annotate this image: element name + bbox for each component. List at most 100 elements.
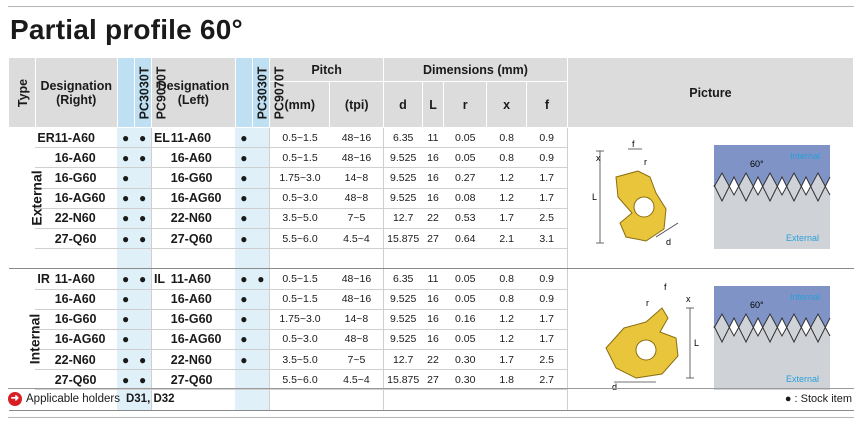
stock-dot: ● (235, 208, 253, 229)
designation-left: 11-A60 (170, 127, 236, 149)
angle-label-int: 60° (750, 300, 764, 310)
stock-dot (252, 188, 270, 209)
cell-tpi: 48~8 (329, 188, 384, 209)
stock-dot: ● (235, 167, 253, 189)
cell-d: 6.35 (383, 127, 423, 149)
stock-dot: ● (117, 208, 135, 229)
stock-dot (252, 228, 270, 250)
pitch-header: Pitch (269, 57, 385, 82)
table-row: 22-N60 ● ● 22-N60 ● 3.5~5.0 7~5 12.7 22 0.30 1.7 2.… (9, 349, 854, 371)
stock-dot (252, 208, 270, 229)
page-title: Partial profile 60° (10, 14, 243, 45)
designation-right: 22-N60 (54, 208, 118, 229)
spec-table: Type Designation (Right) PC3030T PC9070T … (8, 57, 855, 411)
cell-f: 2.5 (526, 208, 568, 229)
cell-x: 1.2 (486, 309, 527, 330)
cell-f: 0.9 (526, 268, 568, 290)
cell-L: 16 (422, 329, 444, 351)
grade-pc3030t-header-left: PC3030T (234, 57, 269, 128)
stock-dot: ● (235, 349, 253, 371)
left-prefix (150, 329, 171, 351)
right-prefix (35, 349, 55, 371)
cell-f: 1.7 (526, 309, 568, 330)
cell-r: 0.53 (443, 208, 487, 229)
cell-d: 12.7 (383, 349, 423, 371)
angle-label: 60° (750, 159, 764, 169)
designation-right: 27-Q60 (54, 228, 118, 250)
cell-pmm: 5.5~6.0 (269, 228, 330, 250)
right-prefix: IR (35, 268, 55, 290)
right-prefix (35, 309, 55, 330)
end-rule (8, 417, 854, 418)
designation-left: 16-AG60 (170, 188, 236, 209)
stock-dot: ● (117, 268, 135, 290)
stock-dot: ● (235, 228, 253, 250)
designation-left: 16-G60 (170, 167, 236, 189)
cell-x: 1.2 (486, 188, 527, 209)
right-prefix (35, 228, 55, 250)
cell-tpi: 48~16 (329, 147, 384, 169)
cell-d: 15.875 (383, 228, 423, 250)
cell-x: 0.8 (486, 147, 527, 169)
designation-right: 16-A60 (54, 147, 118, 169)
cell-r: 0.05 (443, 127, 487, 149)
pitch-tpi-header: (tpi) (329, 81, 385, 128)
cell-f: 0.9 (526, 127, 568, 149)
cell-f: 1.7 (526, 167, 568, 189)
cell-pmm: 1.75~3.0 (269, 309, 330, 330)
left-prefix (150, 349, 171, 371)
cell-r: 0.64 (443, 228, 487, 250)
stock-dot: ● (117, 369, 135, 391)
internal-label: Internal (790, 151, 820, 161)
dim-r-header: r (443, 81, 488, 128)
stock-dot: ● (134, 147, 152, 169)
cell-pmm: 5.5~6.0 (269, 369, 330, 391)
cell-x: 0.8 (486, 127, 527, 149)
type-cell: External (8, 127, 44, 270)
stock-dot: ● (134, 369, 152, 391)
stock-dot (252, 167, 270, 189)
dim-f-header: f (526, 81, 568, 128)
cell-tpi: 4.5~4 (329, 228, 384, 250)
stock-dot: ● (235, 309, 253, 330)
stock-dot (134, 309, 152, 330)
cell-d: 9.525 (383, 329, 423, 351)
dim-L-label-int: L (694, 338, 699, 348)
cell-x: 1.2 (486, 167, 527, 189)
designation-right: 11-A60 (54, 268, 118, 290)
right-prefix (35, 329, 55, 351)
right-prefix (35, 188, 55, 209)
internal-label-int: Internal (790, 292, 820, 302)
dim-r-label: r (644, 157, 647, 167)
pitch-mm-header: (mm) (269, 81, 331, 128)
right-prefix (35, 147, 55, 169)
left-prefix (150, 228, 171, 250)
stock-dot: ● (117, 188, 135, 209)
cell-r: 0.30 (443, 369, 487, 391)
grade-pc3030t-header: PC3030T (116, 57, 151, 128)
stock-dot (235, 369, 253, 391)
cell-tpi: 4.5~4 (329, 369, 384, 391)
table-row: 27-Q60 ● ● 27-Q60 ● 5.5~6.0 4.5~4 15.875 27 0.64 2… (9, 228, 854, 250)
stock-dot (134, 167, 152, 189)
stock-dot: ● (117, 127, 135, 149)
cell-L: 16 (422, 309, 444, 330)
picture-header: Picture (566, 57, 855, 128)
cell-pmm: 0.5~1.5 (269, 268, 330, 290)
stock-dot (134, 289, 152, 310)
cell-f: 1.7 (526, 329, 568, 351)
table-row: 16-AG60 ● ● 16-AG60 ● 0.5~3.0 48~8 9.525 16 0.08 1… (9, 188, 854, 209)
designation-left: 27-Q60 (170, 369, 236, 391)
left-prefix: IL (150, 268, 171, 290)
type-cell: Internal (8, 268, 42, 411)
cell-d: 9.525 (383, 289, 423, 310)
cell-x: 1.2 (486, 329, 527, 351)
designation-left: 27-Q60 (170, 228, 236, 250)
cell-L: 16 (422, 188, 444, 209)
designation-right: 16-A60 (54, 289, 118, 310)
cell-x: 0.8 (486, 268, 527, 290)
cell-L: 16 (422, 147, 444, 169)
stock-dot: ● (134, 268, 152, 290)
cell-pmm: 0.5~1.5 (269, 289, 330, 310)
dim-x-label-int: x (686, 294, 691, 304)
